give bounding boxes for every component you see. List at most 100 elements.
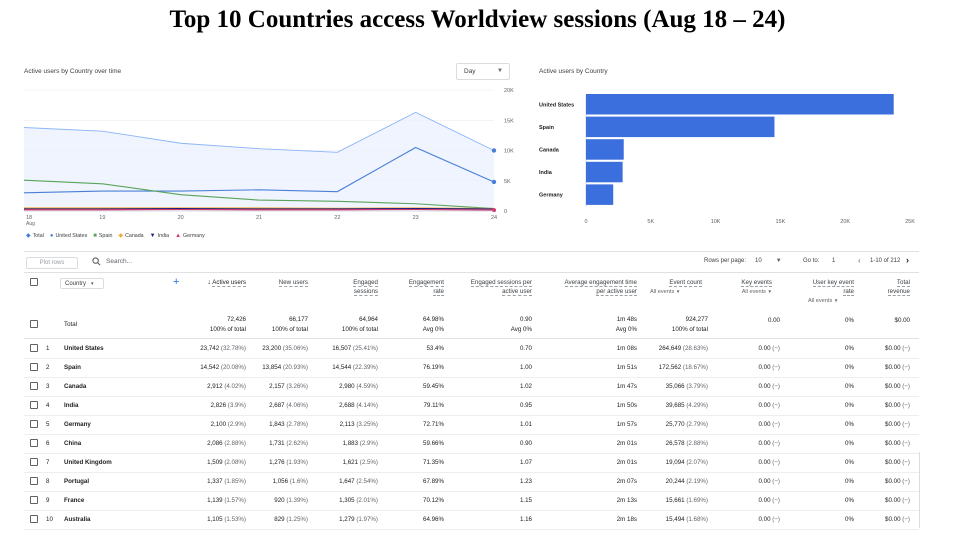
add-dimension-icon[interactable]: + (173, 276, 180, 288)
legend-item-united-states[interactable]: ● United States (49, 233, 88, 239)
select-all-checkbox[interactable] (30, 278, 38, 286)
total-row-checkbox[interactable] (30, 320, 38, 328)
active-users-percent: (1.53%) (222, 516, 246, 523)
scrollbar[interactable] (919, 452, 921, 528)
row-checkbox[interactable] (30, 496, 38, 504)
key-events-percent: (−) (770, 497, 780, 504)
y-tick-label: 20K (504, 88, 514, 94)
search-input[interactable]: Search... (106, 258, 133, 265)
bar (586, 94, 894, 115)
col-key-events[interactable]: Key events All events ▼ (741, 279, 772, 295)
chevron-left-icon[interactable]: ‹ (858, 256, 861, 265)
total-end-point (491, 148, 497, 153)
engaged-sessions: 16,507 (25.41%) (332, 345, 378, 352)
key-events-percent: (−) (770, 383, 780, 390)
row-divider (24, 453, 919, 454)
goto-input[interactable]: 1 (832, 258, 836, 264)
divider (24, 251, 919, 252)
total-event-count: 924,277 (685, 316, 708, 323)
event-count: 15,661 (1.69%) (665, 497, 708, 504)
dimension-select[interactable]: Country ▼ (60, 278, 104, 289)
series-united-states (23, 146, 495, 194)
engaged-sessions-per-user: 1.07 (519, 459, 532, 466)
col-active-users[interactable]: ↓ Active users (207, 279, 246, 287)
triangle-down-icon: ▼ (149, 233, 156, 239)
new-users: 23,200 (35.06%) (262, 345, 308, 352)
rows-per-page-select[interactable]: 10 ▼ (755, 258, 782, 264)
key-events: 0.00 (−) (758, 440, 780, 447)
x-tick-label: 0 (584, 219, 587, 225)
engaged-sessions: 1,647 (2.54%) (339, 478, 378, 485)
engagement-rate: 70.12% (423, 497, 444, 504)
new-users: 920 (1.39%) (274, 497, 308, 504)
total-revenue: $0.00 (−) (885, 383, 910, 390)
col-user-key-event-rate[interactable]: User key event rate All events ▼ (790, 278, 854, 306)
row-rank: 6 (46, 440, 50, 447)
active-users-percent: (20.08%) (219, 364, 246, 371)
goto-label: Go to: (803, 258, 820, 264)
chevron-right-icon[interactable]: › (906, 255, 909, 265)
event-count: 26,578 (2.88%) (665, 440, 708, 447)
row-checkbox[interactable] (30, 458, 38, 466)
avg-engagement-time: 2m 01s (616, 440, 637, 447)
engaged-sessions-percent: (2.5%) (358, 459, 378, 466)
rows-per-page-label: Rows per page: (704, 258, 747, 264)
active-users-percent: (1.85%) (222, 478, 246, 485)
avg-engagement-time: 1m 57s (616, 421, 637, 428)
diamond-icon: ◆ (118, 233, 124, 239)
y-tick-label: 5K (504, 179, 511, 185)
row-checkbox[interactable] (30, 363, 38, 371)
event-count-percent: (4.29%) (684, 402, 708, 409)
germany-end-point (492, 208, 496, 213)
search-box[interactable]: Search... (92, 257, 132, 266)
col-avg-engagement-time[interactable]: Average engagement time per active user (564, 279, 637, 296)
bar (586, 139, 624, 160)
x-tick-label: 20K (840, 219, 850, 225)
legend-item-india[interactable]: ▼ India (149, 233, 170, 239)
legend-item-total[interactable]: ◆ Total (26, 233, 44, 239)
row-divider (24, 396, 919, 397)
event-count-filter[interactable]: All events ▼ (650, 289, 681, 295)
event-count: 19,094 (2.07%) (665, 459, 708, 466)
key-events-percent: (−) (770, 459, 780, 466)
avg-engagement-time: 2m 01s (616, 459, 637, 466)
col-engagement-rate[interactable]: Engagement rate (408, 279, 444, 296)
engaged-sessions-per-user: 1.02 (519, 383, 532, 390)
x-tick-label: 15K (776, 219, 786, 225)
plot-rows-button[interactable]: Plot rows (26, 257, 78, 269)
col-new-users[interactable]: New users (278, 279, 308, 287)
x-tick-label: 25K (905, 219, 915, 225)
row-checkbox[interactable] (30, 515, 38, 523)
col-engaged-sessions-per-user[interactable]: Engaged sessions per active user (470, 279, 532, 296)
x-tick-label: 23 (413, 215, 419, 221)
bar (586, 161, 623, 183)
col-engaged-sessions[interactable]: Engaged sessions (353, 279, 378, 296)
avg-engagement-time: 2m 07s (616, 478, 637, 485)
row-checkbox[interactable] (30, 477, 38, 485)
legend-item-germany[interactable]: ▲ Germany (175, 233, 205, 239)
series-total-area (24, 112, 494, 211)
row-checkbox[interactable] (30, 420, 38, 428)
event-count-percent: (1.68%) (684, 516, 708, 523)
x-tick-label: 18 (26, 215, 32, 221)
row-checkbox[interactable] (30, 382, 38, 390)
row-checkbox[interactable] (30, 401, 38, 409)
engaged-sessions-percent: (2.9%) (358, 440, 378, 447)
active-users: 1,337 (1.85%) (207, 478, 246, 485)
col-event-count[interactable]: Event count All events ▼ (650, 279, 702, 295)
key-events: 0.00 (−) (758, 516, 780, 523)
row-checkbox[interactable] (30, 439, 38, 447)
row-checkbox[interactable] (30, 344, 38, 352)
x-tick-label: 19 (99, 215, 105, 221)
ukr-filter[interactable]: All events ▼ (808, 298, 839, 304)
col-total-revenue[interactable]: Total revenue (887, 279, 910, 296)
legend-item-spain[interactable]: ■ Spain (93, 233, 113, 239)
granularity-select[interactable]: Day ▼ (456, 63, 510, 80)
total-revenue-percent: (−) (900, 459, 910, 466)
user-key-event-rate: 0% (845, 402, 854, 409)
active-users: 23,742 (32.78%) (200, 345, 246, 352)
total-revenue-percent: (−) (900, 440, 910, 447)
legend-item-canada[interactable]: ◆ Canada (118, 233, 144, 239)
divider (24, 338, 919, 339)
key-events-filter[interactable]: All events ▼ (741, 289, 772, 295)
